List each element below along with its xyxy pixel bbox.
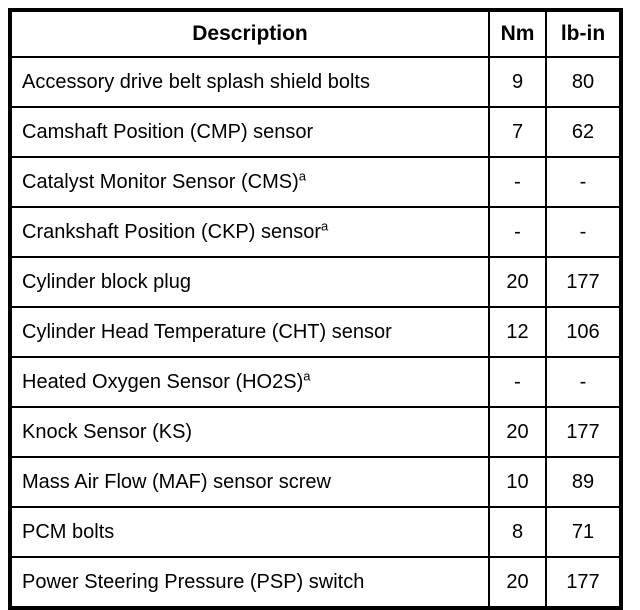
nm-value-cell: 20 [488, 256, 547, 308]
description-text: Crankshaft Position (CKP) sensor [22, 220, 322, 243]
description-text: Cylinder Head Temperature (CHT) sensor [22, 320, 392, 343]
footnote-superscript: a [303, 367, 311, 383]
description-text: Catalyst Monitor Sensor (CMS) [22, 170, 299, 193]
lb-in-value-cell: 62 [545, 106, 622, 158]
nm-value-cell: 10 [488, 456, 547, 508]
description-cell: Power Steering Pressure (PSP) switch [9, 556, 490, 609]
nm-value-cell: - [488, 356, 547, 408]
description-cell: Catalyst Monitor Sensor (CMS)a [9, 156, 490, 208]
description-cell: Camshaft Position (CMP) sensor [9, 106, 490, 158]
description-text: Camshaft Position (CMP) sensor [22, 120, 314, 143]
table-row: Camshaft Position (CMP) sensor 7 62 [9, 106, 622, 158]
table-row: Mass Air Flow (MAF) sensor screw 10 89 [9, 456, 622, 508]
description-cell: Cylinder block plug [9, 256, 490, 308]
lb-in-value-cell: 71 [545, 506, 622, 558]
description-text: Heated Oxygen Sensor (HO2S) [22, 370, 304, 393]
description-text: Knock Sensor (KS) [22, 420, 193, 443]
description-cell: Mass Air Flow (MAF) sensor screw [9, 456, 490, 508]
description-cell: Cylinder Head Temperature (CHT) sensor [9, 306, 490, 358]
nm-value-cell: 12 [488, 306, 547, 358]
table-row: Catalyst Monitor Sensor (CMS)a - - [9, 156, 622, 208]
torque-specifications-table: Description Nm lb-in Accessory drive bel… [8, 8, 623, 610]
description-cell: Heated Oxygen Sensor (HO2S)a [9, 356, 490, 408]
lb-in-value-cell: 89 [545, 456, 622, 508]
nm-value-cell: - [488, 206, 547, 258]
description-text: Accessory drive belt splash shield bolts [22, 70, 370, 93]
header-description: Description [9, 9, 490, 58]
table-row: Power Steering Pressure (PSP) switch 20 … [9, 556, 622, 609]
description-cell: Accessory drive belt splash shield bolts [9, 56, 490, 108]
table-row: Cylinder block plug 20 177 [9, 256, 622, 308]
nm-value-cell: 8 [488, 506, 547, 558]
lb-in-value-cell: 80 [545, 56, 622, 108]
lb-in-value-cell: 177 [545, 406, 622, 458]
torque-specifications-table-container: Description Nm lb-in Accessory drive bel… [8, 8, 623, 610]
lb-in-value-cell: - [545, 206, 622, 258]
description-text: Mass Air Flow (MAF) sensor screw [22, 470, 331, 493]
nm-value-cell: 7 [488, 106, 547, 158]
description-text: Power Steering Pressure (PSP) switch [22, 570, 365, 593]
table-row: Heated Oxygen Sensor (HO2S)a - - [9, 356, 622, 408]
lb-in-value-cell: 177 [545, 556, 622, 609]
lb-in-value-cell: 106 [545, 306, 622, 358]
header-row: Description Nm lb-in [9, 9, 622, 58]
table-row: Accessory drive belt splash shield bolts… [9, 56, 622, 108]
lb-in-value-cell: - [545, 156, 622, 208]
lb-in-value-cell: 177 [545, 256, 622, 308]
nm-value-cell: 9 [488, 56, 547, 108]
header-nm: Nm [488, 9, 547, 58]
table-row: Cylinder Head Temperature (CHT) sensor 1… [9, 306, 622, 358]
table-row: PCM bolts 8 71 [9, 506, 622, 558]
description-cell: PCM bolts [9, 506, 490, 558]
footnote-superscript: a [298, 167, 306, 183]
description-cell: Crankshaft Position (CKP) sensora [9, 206, 490, 258]
table-row: Crankshaft Position (CKP) sensora - - [9, 206, 622, 258]
footnote-superscript: a [321, 217, 329, 233]
description-text: PCM bolts [22, 520, 115, 543]
header-lb-in: lb-in [545, 9, 622, 58]
table-row: Knock Sensor (KS) 20 177 [9, 406, 622, 458]
nm-value-cell: 20 [488, 406, 547, 458]
description-text: Cylinder block plug [22, 270, 191, 293]
nm-value-cell: - [488, 156, 547, 208]
lb-in-value-cell: - [545, 356, 622, 408]
description-cell: Knock Sensor (KS) [9, 406, 490, 458]
nm-value-cell: 20 [488, 556, 547, 609]
